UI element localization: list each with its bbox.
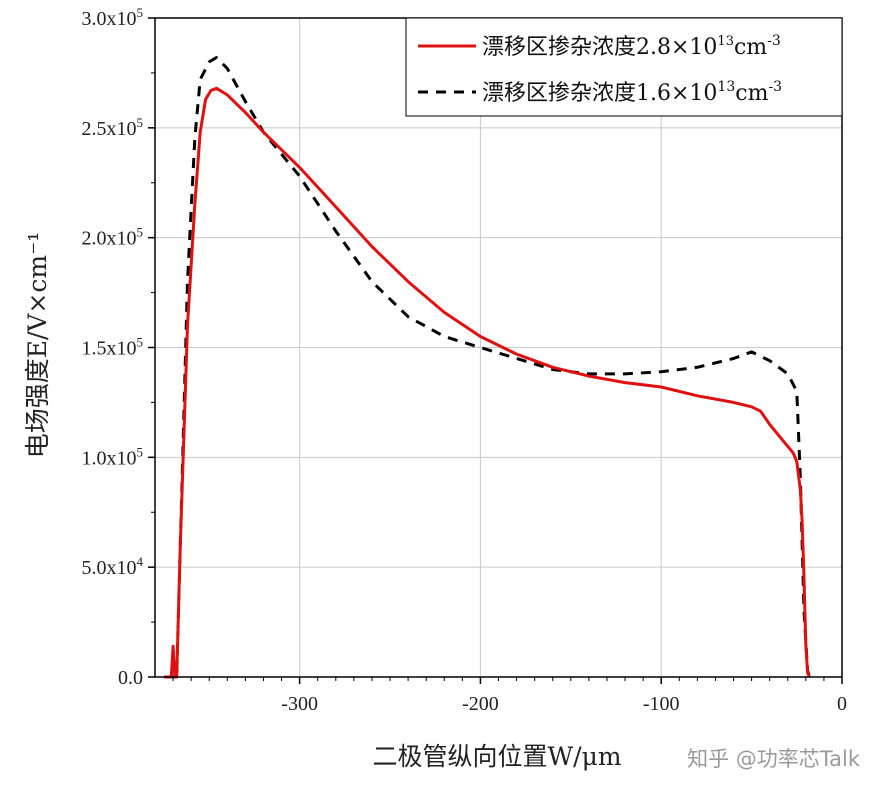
legend-entry-2-unit: cm [735, 81, 768, 106]
watermark: 知乎 @功率芯Talk [687, 747, 861, 771]
y-axis-title: 电场强度E/V×cm⁻¹ [23, 232, 52, 459]
series-line-1 [164, 86, 811, 679]
legend-entry-1-unit: cm [734, 35, 767, 60]
x-tick-label: -200 [462, 693, 499, 715]
legend-entry-1-text: 漂移区掺杂浓度2.8×10 [482, 35, 717, 60]
legend-box [405, 17, 843, 117]
legend-entry-2-text: 漂移区掺杂浓度1.6×10 [482, 81, 717, 106]
y-tick-label: 1.5x105 [82, 335, 144, 360]
y-tick-label: 3.0x105 [82, 5, 144, 30]
y-tick-label: 1.0x105 [82, 444, 144, 469]
legend-entry-1-exp: 13 [717, 34, 734, 49]
tick-labels: -300 -200 -100 0 0.0 5.0x104 1.0x105 1.5x105 2.0… [82, 5, 848, 715]
series-layer [164, 56, 811, 679]
y-tick-label: 5.0x104 [82, 554, 144, 579]
y-tick-label: 0.0 [118, 667, 143, 689]
legend-entry-2-exp: 13 [717, 79, 735, 95]
x-tick-label: 0 [837, 693, 847, 715]
series-line-2 [164, 56, 811, 679]
ticks [148, 17, 843, 684]
x-tick-label: -300 [281, 693, 318, 715]
x-axis-title: 二极管纵向位置W/μm [372, 742, 621, 771]
y-tick-label: 2.0x105 [82, 225, 144, 250]
legend-entry-2-unit-exp: -3 [768, 79, 782, 95]
legend-entry-2: 漂移区掺杂浓度1.6×1013cm-3 [482, 79, 782, 106]
y-tick-label: 2.5x105 [82, 115, 144, 140]
grid [155, 18, 842, 677]
legend: 漂移区掺杂浓度2.8×1013cm-3 漂移区掺杂浓度1.6×1013cm-3 [405, 17, 843, 117]
x-tick-label: -100 [643, 693, 680, 715]
legend-entry-1-unit-exp: -3 [767, 33, 781, 49]
legend-entry-1: 漂移区掺杂浓度2.8×1013cm-3 [482, 33, 781, 60]
